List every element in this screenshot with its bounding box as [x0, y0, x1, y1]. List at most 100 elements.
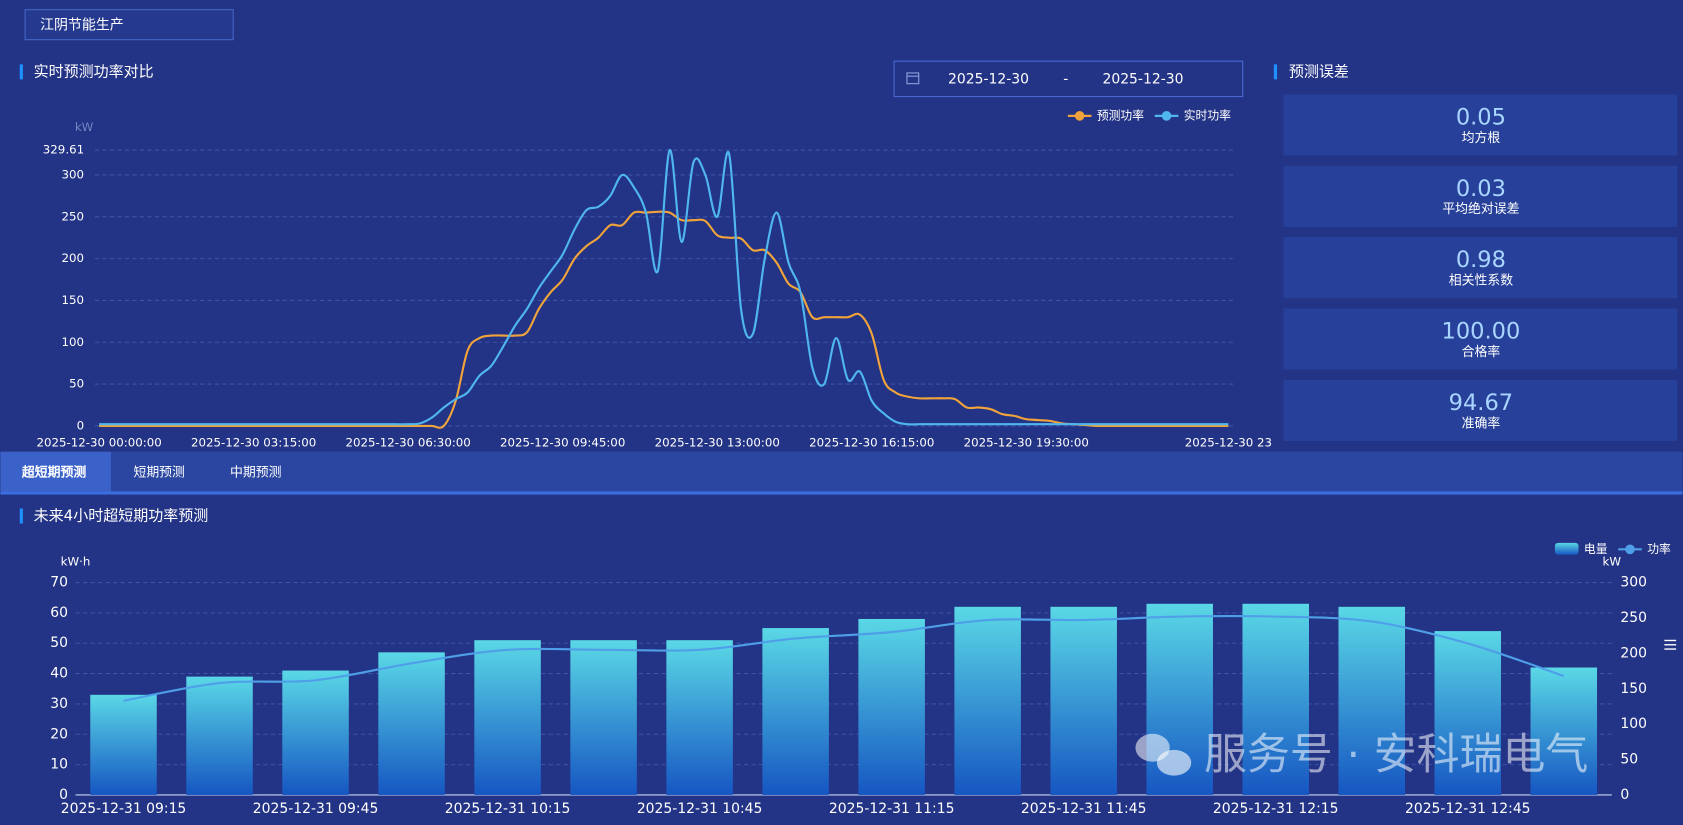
metric-value: 0.98 [1456, 247, 1506, 273]
y-tick-label: 10 [50, 757, 68, 773]
y-unit: kW·h [61, 555, 91, 569]
series-line [99, 149, 1229, 426]
y2-unit: kW [1603, 555, 1622, 569]
x-tick-label: 2025-12-30 19:30:00 [964, 436, 1089, 450]
settings-icon[interactable] [1664, 639, 1677, 650]
panel-title: 预测误差 [1289, 62, 1349, 80]
metric-value: 0.03 [1456, 176, 1506, 202]
legend-label: 预测功率 [1097, 108, 1144, 122]
y-tick-label: 60 [50, 605, 68, 621]
x-tick-label: 2025-12-30 09:45:00 [500, 436, 625, 450]
legend-swatch [1554, 542, 1579, 555]
x-tick-label: 2025-12-30 03:15:00 [191, 436, 316, 450]
bar [570, 640, 637, 795]
series-line [123, 614, 1565, 702]
metric-label: 合格率 [1462, 344, 1501, 360]
bar [474, 640, 541, 795]
x-tick-label: 2025-12-30 16:15:00 [809, 436, 934, 450]
y2-tick-label: 150 [1620, 681, 1647, 697]
bar [954, 606, 1021, 795]
metric-value: 100.00 [1442, 319, 1521, 345]
tab-label[interactable]: 超短期预测 [22, 465, 86, 481]
y-tick-label: 200 [62, 251, 85, 265]
x-tick-label: 2025-12-31 11:15 [829, 801, 955, 817]
metric-label: 均方根 [1462, 130, 1501, 146]
station-name: 江阴节能生产 [40, 18, 124, 34]
y2-tick-label: 250 [1620, 610, 1647, 626]
chart-title: 未来4小时超短期功率预测 [34, 507, 209, 525]
metric-card [1283, 237, 1678, 299]
x-tick-label: 2025-12-31 10:15 [445, 801, 571, 817]
x-tick-label: 2025-12-31 10:45 [637, 801, 763, 817]
tab-bar [0, 451, 1683, 492]
legend-label: 电量 [1584, 542, 1608, 556]
y-tick-label: 50 [69, 377, 84, 391]
calendar-icon [906, 72, 920, 85]
bar [90, 694, 157, 795]
tab-active[interactable] [0, 451, 111, 492]
y-tick-label: 100 [62, 335, 85, 349]
bar [666, 640, 733, 795]
metric-card [1283, 379, 1678, 441]
bar [378, 652, 445, 795]
metric-label: 相关性系数 [1449, 274, 1513, 289]
y2-tick-label: 0 [1620, 787, 1629, 803]
x-tick-label: 2025-12-31 09:15 [61, 801, 187, 817]
bar [282, 670, 349, 795]
y2-tick-label: 300 [1620, 575, 1647, 591]
tab-underline [0, 491, 1683, 495]
date-range-picker[interactable] [893, 60, 1244, 98]
title-bar [19, 64, 23, 80]
wechat-icon [1156, 749, 1192, 776]
y-tick-label: 0 [59, 787, 68, 803]
tab-label[interactable]: 短期预测 [133, 466, 184, 481]
metric-card [1283, 308, 1678, 370]
metric-label: 平均绝对误差 [1442, 201, 1519, 217]
y2-tick-label: 50 [1620, 752, 1638, 768]
metric-card [1283, 165, 1678, 227]
x-tick-label: 2025-12-31 12:15 [1213, 801, 1339, 817]
y-tick-label: 329.61 [43, 143, 84, 157]
bar [762, 628, 829, 795]
metric-value: 94.67 [1449, 390, 1513, 416]
bar [1242, 603, 1309, 795]
bar [1530, 667, 1598, 795]
title-bar [19, 508, 23, 524]
legend-label: 功率 [1647, 542, 1671, 556]
metric-value: 0.05 [1456, 105, 1506, 131]
y-tick-label: 70 [50, 575, 68, 591]
legend-dot [1074, 111, 1085, 121]
x-tick-label: 2025-12-31 11:45 [1021, 801, 1147, 817]
y-tick-label: 40 [50, 666, 68, 682]
y-unit: kW [75, 120, 94, 134]
bar [858, 618, 925, 795]
y-tick-label: 300 [62, 167, 85, 181]
y-tick-label: 30 [50, 696, 68, 712]
date-start: 2025-12-30 [948, 71, 1029, 87]
legend-dot [1161, 111, 1172, 121]
x-tick-label: 2025-12-30 06:30:00 [346, 436, 471, 450]
bar [1434, 631, 1502, 795]
x-tick-label: 2025-12-30 00:00:00 [36, 436, 161, 450]
y-tick-label: 50 [50, 635, 68, 651]
title-bar [1273, 64, 1278, 80]
y-tick-label: 0 [77, 418, 85, 432]
date-end: 2025-12-30 [1102, 71, 1183, 87]
bar [1338, 606, 1405, 795]
y-tick-label: 20 [50, 726, 68, 742]
chart-title: 实时预测功率对比 [34, 62, 154, 80]
station-select[interactable] [24, 9, 234, 41]
watermark: 服务号 · 安科瑞电气 [1204, 730, 1588, 780]
x-tick-label: 2025-12-31 12:45 [1405, 801, 1531, 817]
tab-label[interactable]: 中期预测 [230, 466, 281, 481]
x-tick-label: 2025-12-31 09:45 [253, 801, 379, 817]
x-tick-label: 2025-12-30 23 [1185, 436, 1272, 450]
y2-tick-label: 100 [1620, 716, 1647, 732]
bar [1050, 606, 1117, 795]
date-separator: - [1063, 71, 1068, 87]
y2-tick-label: 200 [1620, 645, 1647, 661]
legend-dot [1625, 544, 1635, 555]
metric-card [1283, 94, 1678, 156]
metric-label: 准确率 [1462, 415, 1501, 431]
